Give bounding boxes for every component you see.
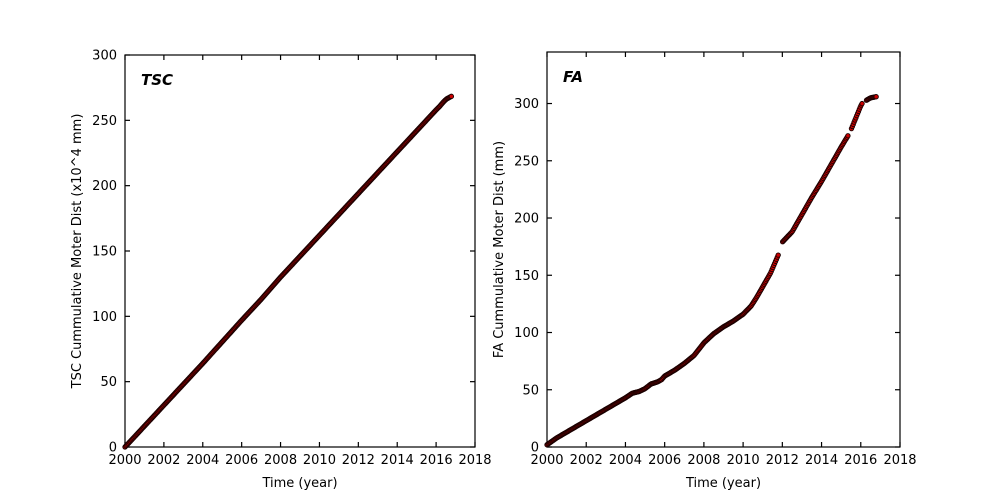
y-tick-label: 300 <box>92 49 117 64</box>
fa-x-axis: 2000 2002 2004 2006 2008 2010 2012 2014 2016 2018 <box>530 52 917 468</box>
x-tick-label: 2008 <box>687 453 720 468</box>
x-tick-label: 2010 <box>727 453 760 468</box>
y-tick-label: 0 <box>531 441 539 456</box>
x-tick-label: 2014 <box>805 453 838 468</box>
x-tick-label: 2008 <box>264 453 297 468</box>
x-tick-label: 2006 <box>648 453 681 468</box>
y-tick-label: 200 <box>92 179 117 194</box>
y-tick-label: 50 <box>522 383 539 398</box>
tsc-y-axis: 0 50 100 150 200 250 300 <box>92 49 475 456</box>
y-tick-label: 250 <box>92 114 117 129</box>
y-tick-label: 0 <box>109 441 117 456</box>
x-tick-label: 2000 <box>530 453 563 468</box>
x-tick-label: 2018 <box>458 453 491 468</box>
data-point <box>448 93 455 99</box>
x-tick-label: 2012 <box>342 453 375 468</box>
x-tick-label: 2016 <box>844 453 877 468</box>
x-tick-label: 2004 <box>186 453 219 468</box>
tsc-yaxis-label: TSC Cummulative Moter Dist (x10^4 mm) <box>70 114 85 390</box>
y-tick-label: 150 <box>92 245 117 260</box>
x-tick-label: 2012 <box>766 453 799 468</box>
data-point <box>845 133 851 139</box>
x-tick-label: 2006 <box>225 453 258 468</box>
x-tick-label: 2002 <box>570 453 603 468</box>
y-tick-label: 50 <box>100 375 117 390</box>
y-tick-label: 100 <box>514 326 539 341</box>
y-tick-label: 100 <box>92 310 117 325</box>
x-tick-label: 2002 <box>147 453 180 468</box>
x-tick-label: 2004 <box>609 453 642 468</box>
tsc-x-axis: 2000 2002 2004 2006 2008 2010 2012 2014 2016 2018 <box>108 55 492 468</box>
y-tick-label: 250 <box>514 154 539 169</box>
data-point <box>873 94 879 100</box>
fa-y-axis: 0 50 100 150 200 250 300 <box>514 97 900 456</box>
fa-data-series <box>544 94 879 448</box>
tsc-plot-title: TSC <box>141 71 173 89</box>
fa-plot: 2000 2002 2004 2006 2008 2010 2012 2014 2016 2018… <box>492 51 917 491</box>
y-tick-label: 200 <box>514 212 539 227</box>
y-tick-label: 150 <box>514 269 539 284</box>
tsc-data-series <box>122 93 455 450</box>
tsc-xaxis-label: Time (year) <box>261 476 337 491</box>
x-tick-label: 2010 <box>303 453 336 468</box>
data-point <box>859 100 865 107</box>
fa-plot-frame <box>546 51 901 448</box>
fa-yaxis-label: FA Cummulative Moter Dist (mm) <box>492 141 507 358</box>
fa-xaxis-label: Time (year) <box>685 476 761 491</box>
x-tick-label: 2014 <box>381 453 414 468</box>
x-tick-label: 2000 <box>108 453 141 468</box>
fa-plot-title: FA <box>563 68 583 86</box>
tsc-plot: 2000 2002 2004 2006 2008 2010 2012 2014 2016 2018… <box>70 49 492 492</box>
data-point <box>775 252 781 258</box>
y-tick-label: 300 <box>514 97 539 112</box>
x-tick-label: 2018 <box>883 453 916 468</box>
x-tick-label: 2016 <box>420 453 453 468</box>
